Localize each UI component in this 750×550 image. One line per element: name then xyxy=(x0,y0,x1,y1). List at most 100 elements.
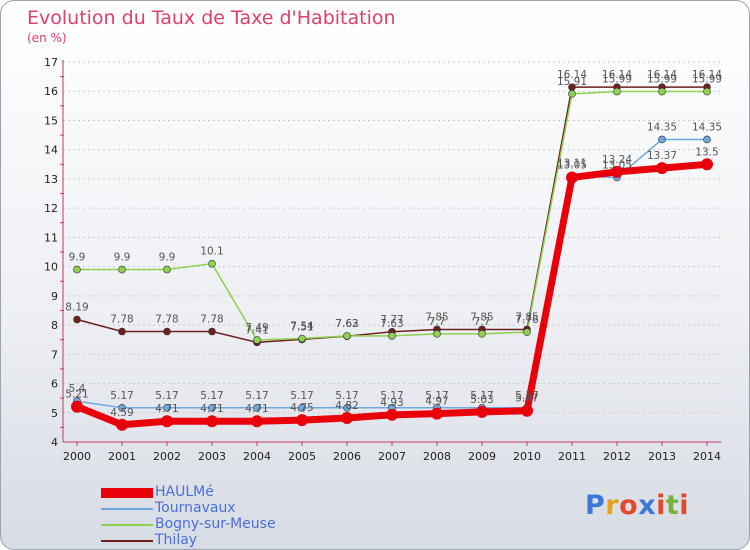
data-point xyxy=(208,327,216,336)
x-tick-label: 2008 xyxy=(423,450,451,463)
data-label: 7.77 xyxy=(380,314,403,326)
y-tick-label: 7 xyxy=(51,348,58,361)
logo-letter: P xyxy=(585,490,606,521)
series-line xyxy=(76,86,707,344)
data-label: 4.71 xyxy=(200,403,223,415)
data-label: 5.07 xyxy=(515,393,538,405)
chart-unit-label: (en %) xyxy=(27,31,67,45)
data-label: 13.24 xyxy=(602,154,632,166)
y-tick-label: 14 xyxy=(44,144,58,157)
data-point xyxy=(656,162,668,175)
data-point xyxy=(163,265,171,274)
data-point xyxy=(658,135,666,144)
data-label: 5.17 xyxy=(380,390,403,402)
data-point xyxy=(163,327,171,336)
data-label: 4.82 xyxy=(335,400,358,412)
data-point xyxy=(341,412,353,425)
data-label: 7.7 xyxy=(474,316,491,328)
data-point xyxy=(73,265,81,274)
data-point xyxy=(703,87,711,96)
data-label: 7.54 xyxy=(290,321,314,333)
legend-label: Bogny-sur-Meuse xyxy=(155,516,276,532)
data-point xyxy=(208,259,216,268)
legend-swatch xyxy=(101,540,153,542)
y-tick-label: 11 xyxy=(44,231,58,244)
data-label: 4.59 xyxy=(110,407,133,419)
x-tick-label: 2000 xyxy=(63,450,91,463)
x-tick-label: 2014 xyxy=(693,450,721,463)
data-point xyxy=(433,330,441,338)
data-label: 7.78 xyxy=(200,314,223,326)
legend-swatch xyxy=(101,524,153,526)
x-tick-label: 2013 xyxy=(648,450,676,463)
data-point xyxy=(118,265,126,274)
legend-swatch xyxy=(101,488,153,498)
data-point xyxy=(251,415,263,428)
data-point xyxy=(521,404,533,417)
x-tick-label: 2007 xyxy=(378,450,406,463)
y-tick-label: 10 xyxy=(44,261,58,274)
data-label: 15.91 xyxy=(557,76,587,88)
data-label: 7.76 xyxy=(515,314,539,326)
data-point xyxy=(568,90,576,98)
y-tick-label: 15 xyxy=(44,114,58,127)
data-label: 5.03 xyxy=(470,394,493,406)
data-label: 5.17 xyxy=(110,390,133,402)
x-tick-label: 2002 xyxy=(153,450,181,463)
x-tick-label: 2001 xyxy=(108,450,136,463)
data-point xyxy=(476,405,488,418)
x-tick-label: 2003 xyxy=(198,450,226,463)
data-label: 13.37 xyxy=(647,150,677,162)
data-label: 7.49 xyxy=(245,322,268,334)
data-point xyxy=(206,415,218,428)
data-point xyxy=(161,415,173,428)
data-point xyxy=(253,336,261,344)
data-label: 15.99 xyxy=(692,74,722,86)
series-line xyxy=(77,90,707,341)
data-point xyxy=(431,407,443,420)
x-tick-label: 2012 xyxy=(603,450,631,463)
data-point xyxy=(118,327,126,336)
y-tick-label: 12 xyxy=(44,202,58,215)
data-point xyxy=(298,334,306,343)
x-tick-label: 2010 xyxy=(513,450,541,463)
series-line xyxy=(75,160,708,429)
data-label: 7.78 xyxy=(155,314,178,326)
data-label: 13.5 xyxy=(695,146,718,158)
data-label: 5.17 xyxy=(470,390,493,402)
data-label: 4.71 xyxy=(245,403,268,415)
chart-title: Evolution du Taux de Taxe d'Habitation xyxy=(27,7,396,29)
data-point xyxy=(71,400,83,413)
logo-letter: x xyxy=(638,490,657,521)
data-point xyxy=(116,418,128,431)
proxiti-logo: Proxiti xyxy=(585,490,689,521)
y-tick-label: 17 xyxy=(44,56,58,69)
data-label: 13.11 xyxy=(557,158,587,170)
logo-letter: i xyxy=(656,490,666,521)
x-tick-label: 2011 xyxy=(558,450,586,463)
x-tick-label: 2009 xyxy=(468,450,496,463)
legend-label: HAULMé xyxy=(155,484,214,500)
data-label: 15.99 xyxy=(602,74,632,86)
data-label: 7.85 xyxy=(470,311,493,323)
data-label: 5.17 xyxy=(335,390,358,402)
data-label: 7.78 xyxy=(110,314,133,326)
legend-label: Thilay xyxy=(155,532,198,548)
data-point xyxy=(343,403,351,412)
data-label: 4.97 xyxy=(425,396,448,408)
data-label: 13.05 xyxy=(602,159,632,171)
logo-letter: r xyxy=(605,490,620,521)
data-label: 10.1 xyxy=(200,246,223,258)
data-label: 4.75 xyxy=(290,402,313,414)
data-label: 14.35 xyxy=(692,121,722,133)
data-label: 9.9 xyxy=(69,252,86,264)
data-point xyxy=(386,408,398,421)
data-label: 15.99 xyxy=(647,74,677,86)
data-label: 14.35 xyxy=(647,121,677,133)
y-tick-label: 8 xyxy=(51,319,58,332)
logo-letter: i xyxy=(679,490,690,521)
data-point xyxy=(296,414,308,427)
data-point xyxy=(73,315,81,324)
legend-swatch xyxy=(101,508,153,510)
